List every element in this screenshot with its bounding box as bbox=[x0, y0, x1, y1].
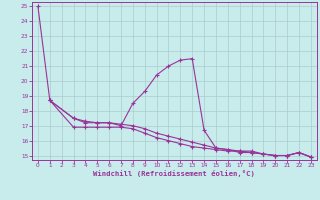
X-axis label: Windchill (Refroidissement éolien,°C): Windchill (Refroidissement éolien,°C) bbox=[93, 170, 255, 177]
